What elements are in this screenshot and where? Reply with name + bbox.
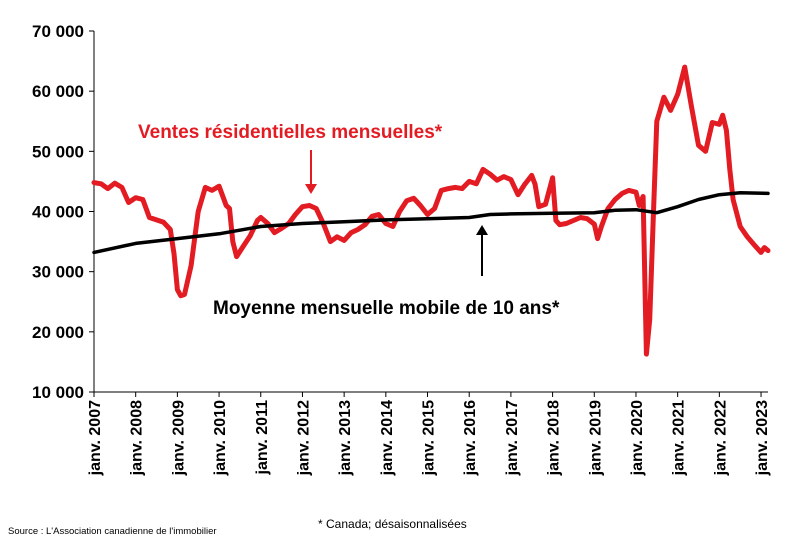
x-tick-label: janv. 2010	[212, 400, 229, 476]
y-tick-label: 40 000	[32, 203, 84, 222]
monthly-sales-line	[91, 64, 771, 357]
y-axis: 10 000 20 000 30 000 40 000 50 000 60 000 70 0…	[32, 22, 95, 402]
x-tick-label: janv. 2011	[254, 400, 271, 476]
x-tick-label: janv. 2020	[629, 400, 646, 476]
x-tick-label: janv. 2021	[671, 400, 688, 476]
x-tick-label: janv. 2015	[421, 400, 438, 476]
x-tick-label: janv. 2023	[754, 400, 771, 476]
red-series-annotation: Ventes résidentielles mensuelles*	[138, 122, 443, 143]
black-annotation-arrow	[476, 225, 488, 276]
x-tick-label: janv. 2013	[337, 400, 354, 476]
source-note: Source : L'Association canadienne de l'i…	[8, 526, 217, 537]
x-tick-label: janv. 2019	[587, 400, 604, 476]
footnote: * Canada; désaisonnalisées	[318, 517, 467, 531]
x-tick-label: janv. 2007	[87, 400, 104, 476]
series-layer	[91, 64, 771, 357]
x-tick-label: janv. 2012	[295, 400, 312, 476]
x-tick-label: janv. 2017	[504, 400, 521, 476]
x-tick-label: janv. 2018	[546, 400, 563, 476]
y-tick-label: 70 000	[32, 22, 84, 41]
y-tick-label: 60 000	[32, 82, 84, 101]
red-annotation-arrow	[305, 150, 317, 194]
average-series-annotation: Moyenne mensuelle mobile de 10 ans*	[213, 298, 560, 319]
y-tick-label: 30 000	[32, 263, 84, 282]
x-tick-label: janv. 2016	[462, 400, 479, 476]
x-tick-label: janv. 2009	[170, 400, 187, 476]
ten-year-average-line	[92, 191, 770, 255]
y-tick-label: 20 000	[32, 323, 84, 342]
x-axis: janv. 2007 janv. 2008 janv. 2009 janv. 2010…	[87, 391, 771, 476]
x-tick-label: janv. 2008	[129, 400, 146, 476]
y-tick-label: 10 000	[32, 383, 84, 402]
x-tick-label: janv. 2014	[379, 400, 396, 476]
x-tick-label: janv. 2022	[712, 400, 729, 476]
y-tick-label: 50 000	[32, 142, 84, 161]
